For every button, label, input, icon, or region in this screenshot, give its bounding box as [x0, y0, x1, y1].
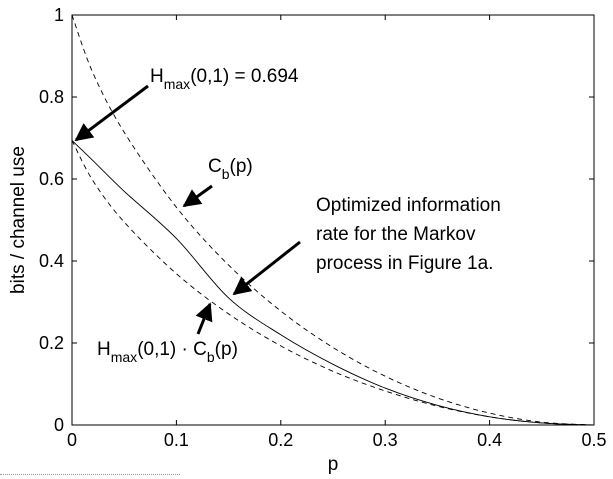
bottom-rule	[0, 474, 180, 475]
markov-annotation: Optimized information rate for the Marko…	[316, 195, 506, 274]
x-axis-ticks: 0 0.1 0.2 0.3 0.4 0.5	[67, 15, 607, 450]
x-tick-label: 0	[67, 430, 77, 450]
cb-arrow	[182, 184, 213, 208]
y-tick-label: 0.2	[39, 333, 64, 353]
product-annotation: Hmax(0,1) · Cb(p)	[97, 339, 238, 365]
x-tick-label: 0.5	[581, 430, 606, 450]
series-group	[71, 14, 595, 426]
y-tick-label: 1	[54, 5, 64, 25]
y-axis-ticks: 0 0.2 0.4 0.6 0.8 1	[39, 5, 594, 435]
hmax-arrow	[74, 84, 149, 142]
y-tick-label: 0.8	[39, 87, 64, 107]
x-tick-label: 0.4	[477, 430, 502, 450]
y-tick-label: 0	[54, 415, 64, 435]
y-axis-label: bits / channel use	[8, 146, 29, 294]
y-tick-label: 0.6	[39, 169, 64, 189]
x-axis-label: p	[328, 454, 339, 475]
plot-frame	[71, 14, 595, 426]
x-tick-label: 0.3	[373, 430, 398, 450]
series-line-1	[71, 140, 595, 426]
product-arrow	[195, 302, 213, 335]
x-tick-label: 0.2	[268, 430, 293, 450]
series-line-0	[71, 14, 595, 426]
markov-arrow	[232, 240, 301, 296]
hmax-annotation: Hmax(0,1) = 0.694	[150, 66, 299, 92]
x-tick-label: 0.1	[164, 430, 189, 450]
y-tick-label: 0.4	[39, 251, 64, 271]
series-line-2	[71, 140, 595, 426]
cb-annotation: Cb(p)	[208, 156, 253, 182]
